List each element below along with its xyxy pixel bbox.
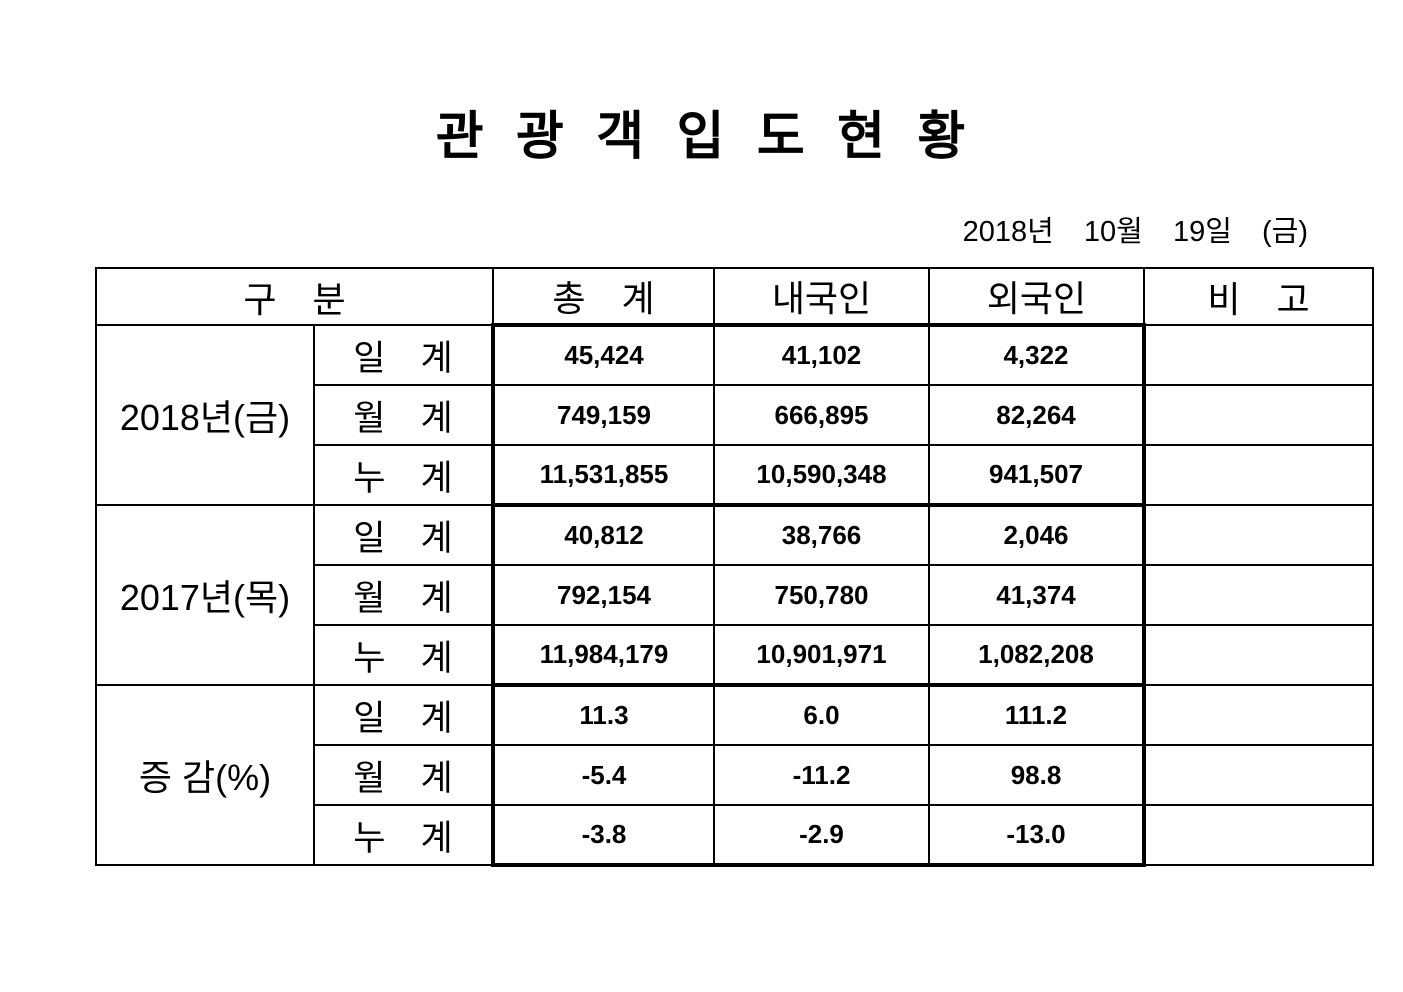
value-foreign: 111.2 xyxy=(928,683,1146,746)
row-label-cumulative: 누 계 xyxy=(313,444,494,506)
table-row: 누 계 -3.8 -2.9 -13.0 xyxy=(96,804,1374,867)
value-domestic: 750,780 xyxy=(713,564,930,626)
value-foreign: 1,082,208 xyxy=(928,624,1146,686)
value-foreign: 2,046 xyxy=(928,503,1146,566)
value-domestic: -2.9 xyxy=(713,804,930,867)
value-total: 11,984,179 xyxy=(491,624,715,686)
value-total: 792,154 xyxy=(491,564,715,626)
value-total: 40,812 xyxy=(491,503,715,566)
value-total: 749,159 xyxy=(491,384,715,446)
group-label-change-pct: 증 감(%) xyxy=(95,684,315,866)
header-category: 구 분 xyxy=(95,267,494,326)
remarks-cell xyxy=(1143,384,1374,446)
value-foreign: -13.0 xyxy=(928,804,1146,867)
table-header-row: 구 분 총 계 내국인 외국인 비 고 xyxy=(95,267,1374,326)
value-total: -3.8 xyxy=(491,804,715,867)
row-label-daily: 일 계 xyxy=(313,684,494,746)
remarks-cell xyxy=(1143,324,1374,386)
header-foreign: 외국인 xyxy=(928,267,1145,326)
value-domestic: 10,590,348 xyxy=(713,444,930,506)
remarks-cell xyxy=(1143,564,1374,626)
remarks-cell xyxy=(1143,744,1374,806)
value-domestic: 38,766 xyxy=(713,503,930,566)
row-label-monthly: 월 계 xyxy=(313,564,494,626)
table-row: 월 계 749,159 666,895 82,264 xyxy=(96,384,1374,446)
row-label-cumulative: 누 계 xyxy=(313,624,494,686)
table-row: 누 계 11,984,179 10,901,971 1,082,208 xyxy=(96,624,1374,686)
value-foreign: 82,264 xyxy=(928,384,1146,446)
table-row: 2018년(금) 일 계 45,424 41,102 4,322 xyxy=(95,323,1374,506)
value-total: 45,424 xyxy=(491,323,715,386)
row-label-daily: 일 계 xyxy=(313,324,494,386)
value-foreign: 941,507 xyxy=(928,444,1146,506)
remarks-cell xyxy=(1143,444,1374,506)
value-domestic: 666,895 xyxy=(713,384,930,446)
value-domestic: -11.2 xyxy=(713,744,930,806)
table-row: 2017년(목) 일 계 40,812 38,766 2,046 xyxy=(95,503,1374,686)
report-date: 2018년 10월 19일 (금) xyxy=(962,216,1308,248)
row-label-daily: 일 계 xyxy=(313,504,494,566)
table-row: 월 계 792,154 750,780 41,374 xyxy=(96,564,1374,626)
group-label-2018: 2018년(금) xyxy=(95,324,315,506)
value-foreign: 41,374 xyxy=(928,564,1146,626)
group-label-2017: 2017년(목) xyxy=(95,504,315,686)
value-domestic: 6.0 xyxy=(713,683,930,746)
value-foreign: 98.8 xyxy=(928,744,1146,806)
remarks-cell xyxy=(1143,684,1374,746)
row-label-monthly: 월 계 xyxy=(313,384,494,446)
tourist-arrival-table: 구 분 총 계 내국인 외국인 비 고 2018년(금) 일 계 45,424 … xyxy=(95,267,1374,867)
value-total: 11,531,855 xyxy=(491,444,715,506)
row-label-monthly: 월 계 xyxy=(313,744,494,806)
header-remarks: 비 고 xyxy=(1143,267,1374,326)
table-row: 누 계 11,531,855 10,590,348 941,507 xyxy=(96,444,1374,506)
remarks-cell xyxy=(1143,804,1374,866)
row-label-cumulative: 누 계 xyxy=(313,804,494,866)
page-title: 관 광 객 입 도 현 황 xyxy=(435,108,968,166)
table-row: 증 감(%) 일 계 11.3 6.0 111.2 xyxy=(95,683,1374,866)
value-domestic: 41,102 xyxy=(713,323,930,386)
remarks-cell xyxy=(1143,504,1374,566)
value-foreign: 4,322 xyxy=(928,323,1146,386)
header-domestic: 내국인 xyxy=(713,267,930,326)
remarks-cell xyxy=(1143,624,1374,686)
value-total: 11.3 xyxy=(491,683,715,746)
value-domestic: 10,901,971 xyxy=(713,624,930,686)
table-row: 월 계 -5.4 -11.2 98.8 xyxy=(96,744,1374,806)
header-total: 총 계 xyxy=(492,267,715,326)
value-total: -5.4 xyxy=(491,744,715,806)
